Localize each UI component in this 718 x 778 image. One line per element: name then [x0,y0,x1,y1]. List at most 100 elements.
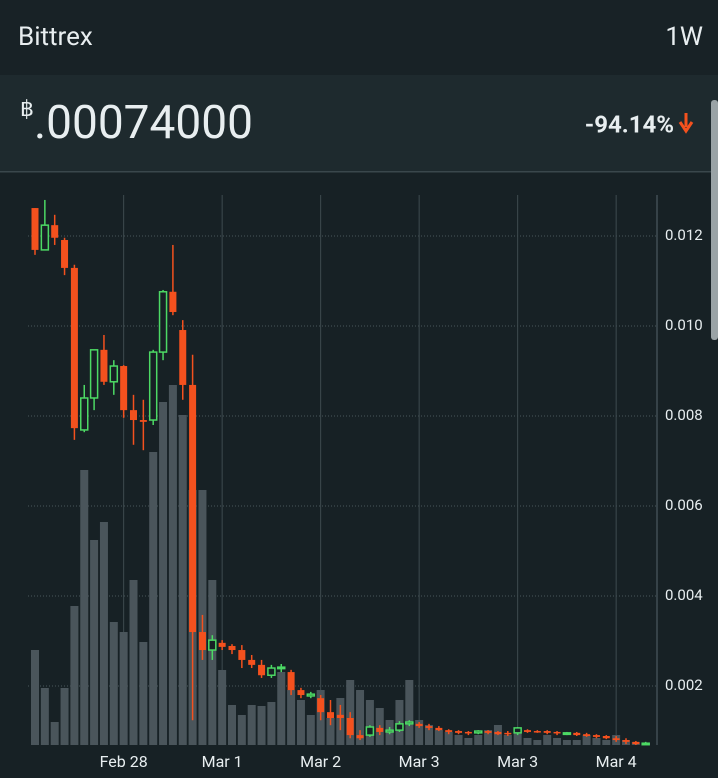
candle-body [100,349,108,382]
volume-bar [208,580,217,745]
volume-bar [70,606,79,745]
volume-bar [553,738,562,745]
volume-bar [267,702,276,745]
volume-bar [31,650,39,745]
volume-bar [99,522,108,745]
volume-bar [474,735,483,745]
volume-bar [464,738,473,745]
volume-bar [296,700,305,745]
candle-body [356,735,364,739]
candle-body [31,208,39,250]
candle-body [40,224,50,251]
candle-body [179,330,187,385]
top-bar [0,0,718,75]
volume-bar [484,730,493,745]
volume-bar [149,452,158,745]
volume-bar [356,690,365,745]
candle-body [562,732,572,736]
y-tick-label: 0.004 [665,586,703,604]
candle-body [148,351,158,421]
candle-body [573,732,581,736]
scrollbar [711,100,718,340]
volume-bar [543,735,552,745]
volume-bar [90,540,99,745]
candle-body [208,639,217,651]
candle-body [494,731,502,735]
candle-body [641,742,650,746]
volume-bar [454,735,463,745]
price-row [0,75,718,172]
volume-bar [178,415,187,745]
candle-body [336,714,344,718]
candle-body [70,267,78,429]
y-tick-label: 0.008 [665,406,703,424]
candle-body [504,732,512,735]
candle-body [602,735,610,739]
volume-bar [306,715,315,745]
candle-body [376,727,384,732]
volume-bar [218,670,227,745]
volume-bar [80,470,89,745]
volume-bar [434,730,443,745]
price-change: -94.14% [585,110,674,138]
volume-bar [60,688,69,745]
volume-bar [513,730,522,745]
candle-body [317,698,325,713]
volume-bar [168,385,177,745]
candle-body [415,723,423,727]
y-tick-label: 0.002 [665,676,703,694]
y-tick-label: 0.012 [665,226,703,244]
volume-bar [444,732,453,745]
candle-body [297,690,305,696]
candle-body [61,240,69,268]
volume-bar [119,632,128,745]
y-tick-label: 0.006 [665,496,703,514]
volume-bar [257,706,266,745]
candle-body [622,740,630,742]
divider [0,171,718,173]
x-tick-label: Mar 3 [497,752,538,771]
candle-body [592,735,600,737]
volume-bar [572,740,581,745]
candle-body [258,664,266,676]
volume-bar [503,735,512,745]
candle-body [198,632,206,651]
x-tick-label: Mar 2 [300,752,341,771]
volume-bar [109,622,118,745]
volume-bar [425,725,433,745]
candle-body [524,730,531,732]
candle-body [80,397,89,431]
candle-body [474,730,483,734]
volume-bar [326,718,335,745]
candle-body [130,410,137,421]
candle-body [513,727,522,734]
last-price: .00074000 [34,96,253,150]
candle-body [267,667,276,676]
volume-bar [139,642,148,745]
candle-body [287,672,295,691]
candle-body [464,731,472,734]
volume-bar [228,705,236,745]
x-tick-label: Feb 28 [100,752,148,771]
volume-bar [287,690,296,745]
volume-bar [237,715,246,745]
candle-body [405,721,414,725]
volume-bar [365,700,374,745]
candle-body [238,650,246,660]
candle-body [109,365,119,383]
volume-bar [415,720,424,745]
interval-button[interactable]: 1W [665,22,703,52]
candle-body [139,420,147,422]
candle-body [435,727,443,731]
candle-body [169,291,177,313]
volume-bar [247,705,256,745]
candle-body [583,734,591,736]
candle-body [218,642,226,647]
candle-body [277,666,286,670]
volume-bar [129,580,138,745]
candle-body [327,712,334,718]
candle-body [425,726,433,728]
candle-body [51,225,59,238]
volume-bar [582,735,591,745]
